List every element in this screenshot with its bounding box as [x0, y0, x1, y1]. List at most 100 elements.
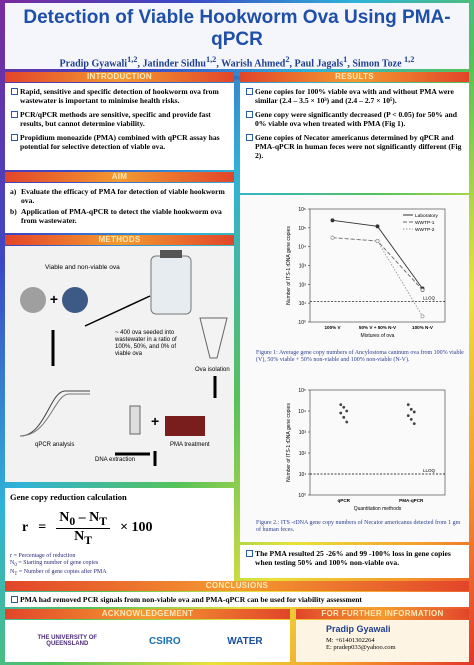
bullet: Propidium monoazide (PMA) combined with … — [10, 133, 229, 151]
label: DNA extraction — [95, 457, 135, 463]
formula: r = N0 – NT NT × 100 — [22, 510, 229, 547]
data-point — [375, 224, 380, 229]
formula-eq: = — [38, 520, 47, 536]
label: ~ 400 ova seeded into wastewater in a rat… — [114, 330, 177, 357]
figure-1: 10⁰ 10¹ 10² 10³ 10⁴ 10⁵ 10⁶ 100% V 50% V + 50% N… — [286, 207, 446, 339]
denominator: NT — [74, 529, 92, 547]
series-line — [332, 237, 423, 291]
x-tick-label: qPCR — [337, 498, 350, 503]
subscript: 0 — [69, 514, 76, 528]
y-tick-label: 10³ — [299, 264, 307, 270]
calculation-panel: Gene copy reduction calculation r = N0 –… — [5, 488, 234, 590]
subscript: T — [14, 571, 18, 577]
y-tick-label: 10¹ — [299, 301, 307, 307]
bullet: Gene copies for 100% viable ova with and… — [245, 87, 464, 105]
data-point — [412, 422, 416, 426]
label-line: 100%, 50%, and 0% of — [115, 344, 176, 350]
icon: + — [151, 413, 159, 429]
data-point — [420, 314, 425, 319]
icon: + — [50, 291, 58, 307]
y-tick-label: 10⁵ — [298, 388, 306, 394]
data-point — [342, 405, 346, 409]
legend-line: N0 = Starting number of gene copies — [10, 560, 229, 569]
authors: Pradip Gyawali1,2, Jatinder Sidhu1,2, Wa… — [5, 55, 469, 69]
text: Pradip Gyawali — [59, 58, 128, 70]
superscript: 2 — [285, 55, 290, 64]
marker: b) — [10, 207, 17, 216]
section-heading: FOR FURTHER INFORMATION — [296, 609, 469, 619]
calc-heading: Gene copy reduction calculation — [10, 492, 127, 502]
y-tick-label: 10⁶ — [298, 207, 306, 213]
x-axis-title: Mixtures of ova — [361, 333, 395, 339]
text: = Starting number of gene copies — [16, 559, 99, 566]
y-tick-label: 10² — [299, 451, 307, 457]
label-line: wastewater in a ratio of — [114, 337, 177, 343]
x-tick-label: 50% V + 50% N-V — [359, 325, 397, 330]
text: N — [10, 568, 15, 575]
x-tick-label: PMA-qPCR — [399, 498, 424, 503]
section-heading: METHODS — [5, 235, 234, 245]
logo: WATER — [227, 635, 263, 647]
data-point — [330, 235, 335, 240]
text: r = Percentage of reduction — [10, 552, 76, 559]
label-line: ~ 400 ova seeded into — [115, 330, 175, 336]
icon — [20, 287, 46, 313]
fraction: N0 – NT NT — [56, 510, 111, 547]
aim-item: b) Application of PMA-qPCR to detect the … — [10, 207, 229, 225]
superscript: 1,2 — [205, 55, 217, 64]
caption: Figure 1: Average gene copy numbers of A… — [256, 350, 464, 363]
contact-name: Pradip Gyawali — [326, 624, 391, 634]
data-point — [409, 407, 413, 411]
data-point — [409, 417, 413, 421]
x-tick-label: 100% N-V — [412, 325, 434, 330]
data-point — [339, 411, 343, 415]
data-point — [406, 403, 410, 407]
icon — [150, 255, 192, 315]
reference-label: LLOQ — [423, 296, 436, 301]
bullet: Gene copy were significantly decreased (… — [245, 110, 464, 128]
y-tick-label: 10⁰ — [298, 320, 306, 326]
icon — [199, 317, 228, 359]
label: Viable and non-viable ova — [45, 264, 120, 271]
numerator: N0 – NT — [56, 510, 111, 529]
label: Ova isolation — [195, 367, 230, 373]
section-heading: CONCLUSIONS — [5, 581, 469, 591]
y-tick-label: 10² — [299, 282, 307, 288]
subscript: T — [84, 533, 93, 547]
methods-diagram: Viable and non-viable ova + ~ 400 ova se… — [19, 250, 230, 466]
bullet: Rapid, sensitive and specific detection … — [10, 87, 229, 105]
title: Detection of Viable Hookworm Ova Using P… — [23, 7, 451, 50]
logo: THE UNIVERSITY OF QUEENSLAND — [37, 635, 98, 647]
legend-label: WWTP-2 — [415, 227, 435, 233]
y-tick-label: 10¹ — [299, 472, 307, 478]
x-axis-title: Quantitation methods — [354, 506, 402, 512]
aim-panel: a) Evaluate the efficacy of PMA for detec… — [5, 183, 234, 233]
icon — [19, 393, 90, 437]
label: qPCR analysis — [35, 442, 74, 448]
data-point — [406, 414, 410, 418]
text: Evaluate the efficacy of PMA for detecti… — [21, 187, 225, 205]
data-point — [330, 218, 335, 223]
data-point — [342, 415, 346, 419]
contact-phone: M: +61401302264 — [326, 637, 375, 644]
data-point — [339, 403, 343, 407]
caption: Figure 2.: ITS -rDNA gene copy numbers o… — [256, 520, 461, 533]
data-point — [412, 410, 416, 414]
data-point — [345, 420, 349, 424]
text: , Simon Toze — [347, 58, 405, 70]
methods-panel: Viable and non-viable ova + ~ 400 ova se… — [5, 246, 234, 482]
title-panel: Detection of Viable Hookworm Ova Using P… — [5, 3, 469, 82]
results-panel: Gene copies for 100% viable ova with and… — [240, 83, 469, 193]
legend-label: WWTP-1 — [415, 220, 435, 226]
bullet: Gene copies of Necator americanus determ… — [245, 133, 464, 160]
plot-area — [309, 389, 446, 496]
icon — [62, 287, 88, 313]
bullet: PCR/qPCR methods are sensitive, specific… — [10, 110, 229, 128]
series-line — [332, 237, 423, 317]
text: , Paul Jagals — [289, 58, 344, 70]
subscript: T — [99, 514, 108, 528]
formula-lhs: r — [22, 520, 29, 536]
legend-line: NT = Number of gene copies after PMA — [10, 569, 229, 578]
icon — [19, 390, 90, 437]
logos-panel: THE UNIVERSITY OF QUEENSLAND CSIRO WATER — [5, 620, 290, 662]
